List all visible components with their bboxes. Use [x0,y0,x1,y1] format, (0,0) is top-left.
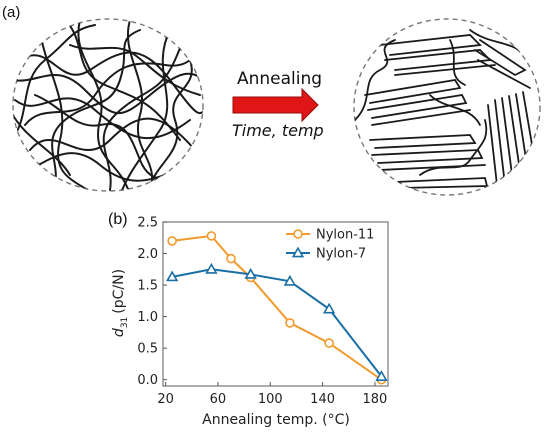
data-point [226,253,236,264]
y-axis: 0.0 0.5 1.0 1.5 2.0 2.5 [137,216,167,388]
data-point [165,270,179,282]
x-tick-label: 60 [210,392,227,407]
d31-chart: 20 60 100 140 180 0.0 0.5 1.0 1.5 2.0 2.5 Nylon-1… [111,216,389,428]
data-point [324,338,334,348]
amorphous-chains-diagram [12,18,204,192]
legend-marker [293,229,303,239]
data-point [244,267,257,279]
y-tick-label: 1.5 [137,279,158,294]
y-tick-label: 0.5 [137,342,158,357]
legend-marker [291,246,305,258]
data-point [167,236,177,246]
series-layer [165,231,388,385]
data-point [322,302,336,314]
data-point [205,262,218,274]
y-tick-label: 0.0 [137,373,158,388]
panel-b-label: (b) [108,211,128,228]
red-arrow-icon [232,87,319,123]
left-circle [12,18,204,192]
panel-a-label: (a) [2,4,20,21]
series-nylon-7 [165,262,388,381]
arrow-text-annealing: Annealing [237,69,322,89]
crystalline-chains-diagram [353,18,541,196]
y-tick-label: 2.5 [137,216,158,231]
x-axis: 20 60 100 140 180 [157,382,387,407]
data-point [206,231,217,241]
annealing-arrow-group: Annealing Time, temp [232,69,324,140]
legend-entry: Nylon-7 [286,247,366,262]
legend: Nylon-11 Nylon-7 [286,228,374,262]
data-point [283,274,297,286]
y-tick-label: 2.0 [137,247,158,262]
legend-label: Nylon-11 [316,228,374,243]
data-point [285,318,295,328]
y-axis-title-rest: (pC/N) [111,269,127,314]
y-axis-title-main: d [111,328,127,337]
data-point [375,370,388,381]
legend-label: Nylon-7 [316,247,366,262]
legend-entry: Nylon-11 [286,228,374,243]
x-tick-label: 20 [157,392,174,407]
plot-frame [162,221,389,387]
y-axis-title: d31 (pC/N) [111,269,130,337]
y-tick-label: 1.0 [137,310,158,325]
y-axis-title-sub: 31 [120,317,130,328]
series-line [172,268,383,378]
x-tick-label: 180 [363,392,388,407]
right-circle [353,18,541,196]
x-tick-label: 140 [310,392,335,407]
x-tick-label: 100 [258,392,283,407]
x-axis-title: Annealing temp. (°C) [202,412,350,428]
arrow-text-time-temp: Time, temp [232,121,324,140]
